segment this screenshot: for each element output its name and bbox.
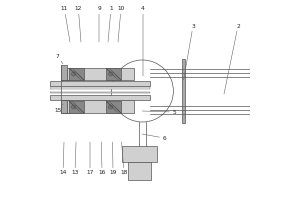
Bar [61,100,67,113]
Text: 17: 17 [86,142,94,176]
Bar [69,101,84,113]
Bar [61,65,67,80]
Text: 18: 18 [120,142,128,176]
Text: 5: 5 [142,110,176,114]
Bar [106,68,121,80]
Bar [50,92,150,93]
Bar [182,59,185,123]
Text: 16: 16 [98,142,106,176]
Bar [128,162,151,180]
Text: 3: 3 [184,23,195,80]
Bar [122,146,157,162]
Bar [69,68,84,80]
Text: 15: 15 [54,104,63,112]
Bar [50,81,150,86]
Text: 11: 11 [61,6,70,42]
Text: 14: 14 [59,142,67,176]
Bar [67,100,134,113]
Text: 10: 10 [117,6,125,42]
Bar [50,95,150,100]
Text: 7: 7 [56,53,63,64]
Text: 4: 4 [141,6,145,76]
Bar [106,101,121,113]
Text: 9: 9 [97,6,101,42]
Text: 6: 6 [142,134,166,140]
Text: 13: 13 [71,142,79,176]
Text: 2: 2 [224,23,240,94]
Bar [67,68,134,80]
Text: 19: 19 [109,142,117,176]
Text: 12: 12 [75,6,82,42]
Bar [50,87,150,89]
Text: 1: 1 [108,6,113,42]
